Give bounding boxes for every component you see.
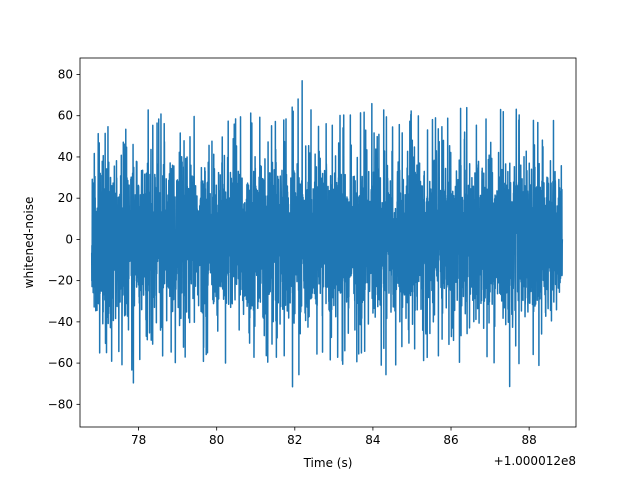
x-tick-label: 84 [365,433,380,447]
y-axis-label: whitened-noise [22,197,36,289]
y-tick-label: 40 [58,150,73,164]
x-axis-label: Time (s) [303,456,353,470]
y-tick-label: 80 [58,67,73,81]
x-tick-label: 82 [287,433,302,447]
x-axis: 78 80 82 84 86 88 [131,427,537,447]
plot-frame [79,57,577,428]
x-tick-label: 80 [209,433,224,447]
x-tick-label: 88 [521,433,536,447]
series-line [90,79,564,388]
series-layer [90,79,564,388]
y-axis: −80 −60 −40 −20 0 20 40 60 80 [48,67,80,411]
y-tick-label: 20 [58,191,73,205]
x-tick-label: 86 [443,433,458,447]
y-tick-label: −40 [48,315,73,329]
y-tick-label: −20 [48,274,73,288]
y-tick-label: −60 [48,356,73,370]
y-tick-label: 60 [58,109,73,123]
x-tick-label: 78 [131,433,146,447]
x-offset-label: +1.000012e8 [494,454,576,468]
y-tick-label: 0 [65,232,73,246]
y-tick-label: −80 [48,397,73,411]
